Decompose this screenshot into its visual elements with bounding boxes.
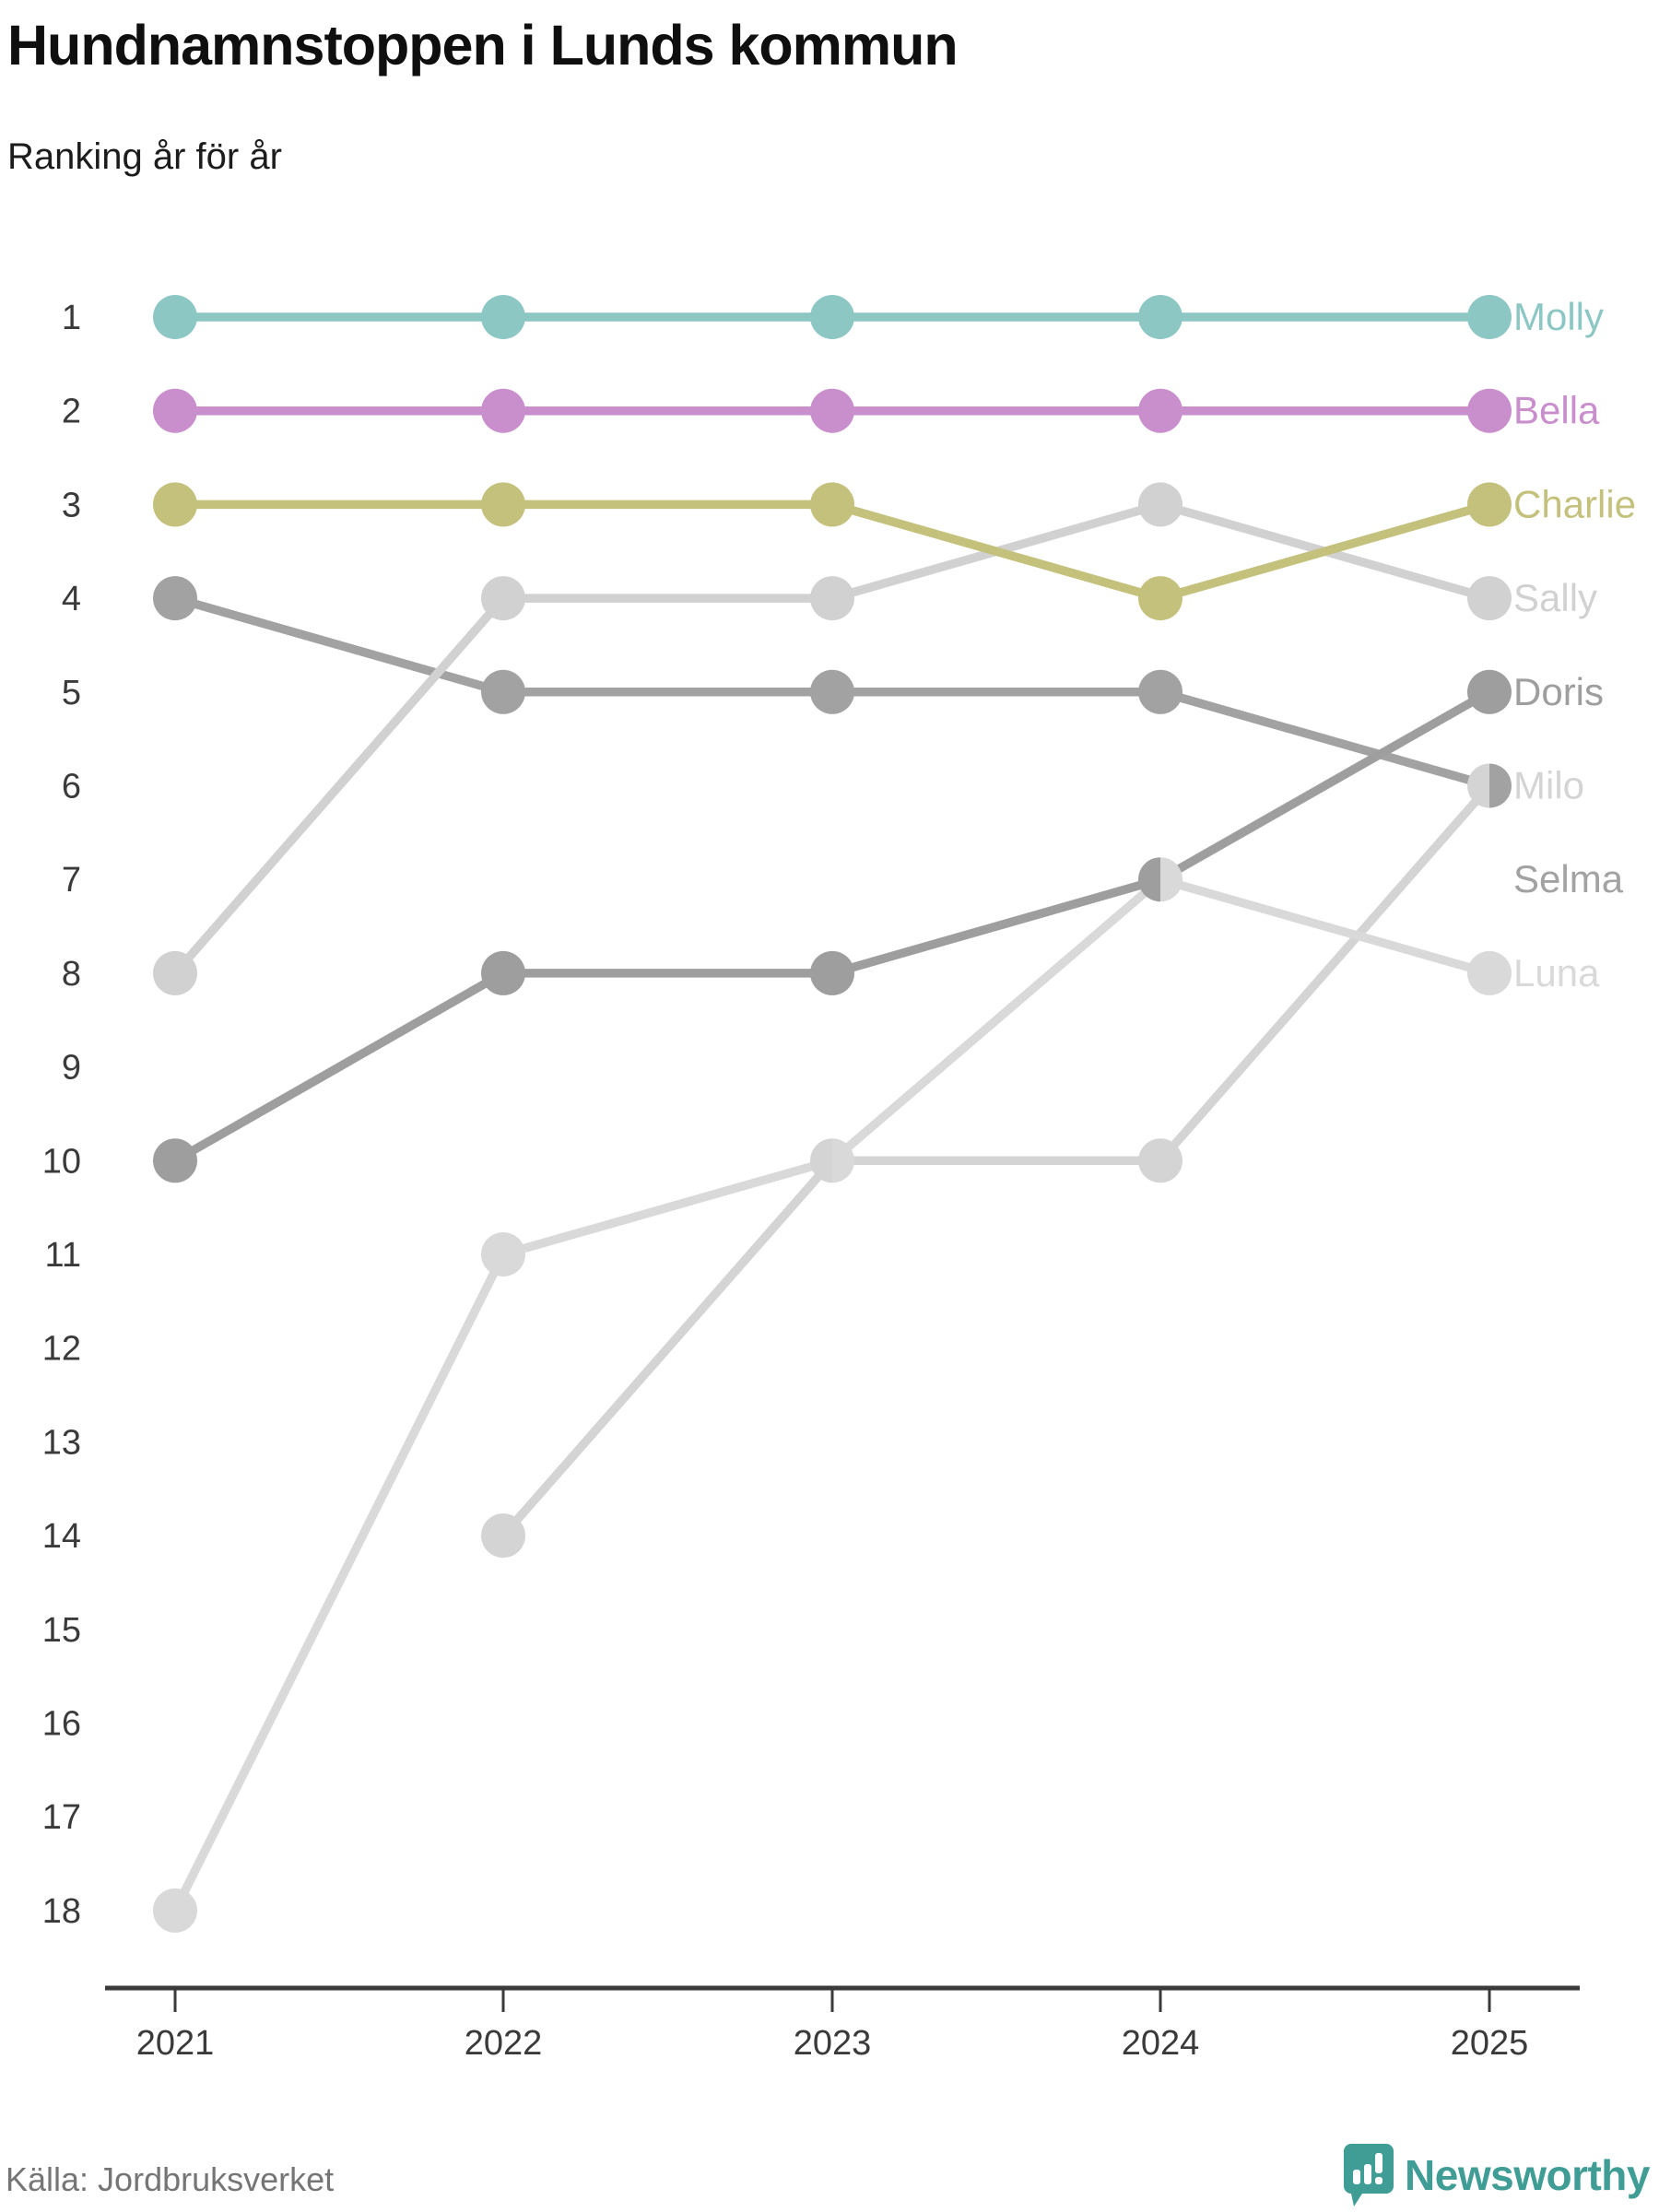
dot-half-right-selma-2025: [1489, 763, 1512, 808]
rank-label-16: 16: [42, 1705, 81, 1744]
series-label-sally: Sally: [1513, 576, 1597, 619]
series-line-doris: [830, 875, 1162, 978]
series-line-charlie: [830, 500, 1162, 603]
series-line-luna: [501, 1156, 834, 1259]
series-line-luna: [1159, 875, 1491, 978]
series-line-sally: [171, 594, 507, 977]
series-line-charlie: [1159, 500, 1491, 603]
dot-half-left-milo-2025: [1467, 763, 1489, 808]
dot-molly-2023: [810, 295, 854, 339]
dot-doris-2023: [810, 950, 854, 995]
dot-half-right-luna-2023: [832, 1138, 854, 1183]
rank-label-18: 18: [42, 1892, 81, 1931]
dot-milo-2022: [481, 1513, 525, 1559]
series-line-luna: [829, 876, 1164, 1164]
year-label-2025: 2025: [1451, 2024, 1529, 2063]
dot-sally-2023: [810, 576, 854, 621]
newsworthy-icon: [1344, 2144, 1394, 2206]
dot-half-left-doris-2024: [1138, 857, 1160, 902]
source-note: Källa: Jordbruksverket: [6, 2160, 335, 2198]
series-line-milo: [500, 1158, 836, 1539]
series-label-charlie: Charlie: [1513, 482, 1636, 525]
series-label-selma: Selma: [1513, 857, 1624, 900]
series-label-doris: Doris: [1513, 670, 1604, 713]
rank-label-3: 3: [62, 486, 81, 524]
series-line-milo: [1157, 782, 1493, 1164]
rank-label-15: 15: [42, 1611, 81, 1650]
dot-sally-2024: [1138, 482, 1182, 527]
dot-luna-2025: [1467, 950, 1512, 995]
dot-sally-2025: [1467, 576, 1512, 621]
rank-label-4: 4: [62, 580, 81, 618]
dot-charlie-2022: [481, 482, 525, 527]
dot-doris-2025: [1467, 669, 1512, 714]
series-line-selma: [173, 594, 505, 697]
dot-molly-2021: [153, 295, 197, 339]
brand-name: Newsworthy: [1405, 2151, 1650, 2199]
rank-label-1: 1: [62, 299, 81, 337]
dot-molly-2025: [1467, 295, 1512, 339]
rank-label-12: 12: [42, 1330, 81, 1369]
series-line-selma: [1159, 688, 1491, 791]
series-line-doris: [1158, 688, 1492, 884]
rank-label-11: 11: [45, 1236, 81, 1275]
series-label-milo: Milo: [1513, 764, 1584, 807]
dot-sally-2021: [153, 950, 197, 995]
brand-logo: Newsworthy: [1342, 2142, 1650, 2208]
dot-luna-2022: [481, 1232, 525, 1277]
page-subtitle: Ranking år för år: [7, 136, 282, 177]
dot-half-right-luna-2024: [1160, 857, 1182, 902]
series-line-luna: [171, 1252, 508, 1913]
dot-molly-2024: [1138, 295, 1182, 339]
rank-label-7: 7: [62, 861, 81, 900]
rank-label-9: 9: [62, 1049, 81, 1088]
dot-doris-2021: [153, 1138, 197, 1183]
dot-luna-2021: [153, 1888, 197, 1933]
dot-selma-2024: [1138, 669, 1182, 714]
dot-sally-2022: [481, 576, 525, 621]
dot-charlie-2024: [1138, 576, 1182, 621]
year-label-2024: 2024: [1122, 2024, 1200, 2063]
series-label-molly: Molly: [1513, 295, 1604, 338]
dot-bella-2022: [481, 388, 525, 433]
rank-label-14: 14: [42, 1517, 81, 1556]
dot-bella-2025: [1467, 388, 1512, 433]
dot-selma-2022: [481, 669, 525, 714]
rank-label-13: 13: [42, 1423, 81, 1462]
dot-milo-2024: [1138, 1138, 1182, 1183]
rank-label-10: 10: [42, 1142, 81, 1181]
series-label-luna: Luna: [1513, 951, 1600, 994]
year-label-2023: 2023: [794, 2024, 872, 2063]
page-title: Hundnamnstoppen i Lunds kommun: [7, 14, 959, 76]
dot-selma-2023: [810, 669, 854, 714]
rank-label-17: 17: [42, 1798, 81, 1837]
dot-half-left-milo-2023: [810, 1138, 832, 1183]
rank-label-8: 8: [62, 955, 81, 994]
year-label-2022: 2022: [465, 2024, 543, 2063]
dot-molly-2022: [481, 295, 525, 339]
dot-bella-2021: [153, 388, 197, 433]
dot-selma-2021: [153, 576, 197, 621]
rank-label-6: 6: [62, 768, 81, 806]
rank-label-2: 2: [62, 393, 81, 431]
series-label-bella: Bella: [1513, 389, 1600, 432]
year-label-2021: 2021: [136, 2024, 215, 2063]
dot-doris-2022: [481, 950, 525, 995]
dot-bella-2023: [810, 388, 854, 433]
dot-bella-2024: [1138, 388, 1182, 433]
rank-label-5: 5: [62, 674, 81, 712]
dot-charlie-2021: [153, 482, 197, 527]
dot-charlie-2023: [810, 482, 854, 527]
dot-charlie-2025: [1467, 482, 1512, 527]
series-line-doris: [172, 969, 506, 1165]
